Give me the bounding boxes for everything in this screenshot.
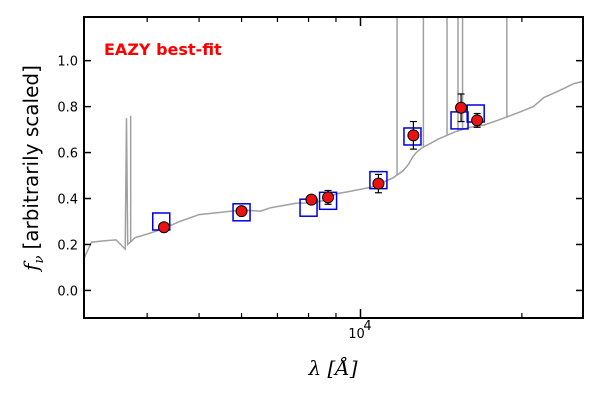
plot-layer <box>84 17 583 259</box>
x-tick-label-exponent: 4 <box>363 319 371 334</box>
y-axis-label-text: [arbitrarily scaled] <box>19 65 43 249</box>
observed-photometry-point <box>372 177 385 190</box>
model-photometry-box <box>403 127 422 146</box>
observed-photometry-point <box>471 114 484 127</box>
observed-photometry-point <box>407 129 420 142</box>
observed-photometry-point <box>455 101 468 114</box>
y-tick-label: 0.8 <box>57 101 78 116</box>
y-axis-label-subscript: ν <box>32 255 47 263</box>
model-photometry-box <box>232 203 251 222</box>
axes-layer: 0.0 0.2 0.4 0.6 0.8 1.0 104 <box>57 17 583 342</box>
x-axis-label: λ [Å] <box>307 355 357 380</box>
model-photometry-box <box>450 111 469 130</box>
y-tick-label: 1.0 <box>57 55 78 70</box>
y-tick-label: 0.2 <box>57 238 78 253</box>
svg-text:fν[arbitrarily scaled]: fν[arbitrarily scaled] <box>19 65 47 273</box>
x-tick-label: 10 <box>348 327 365 342</box>
fit-annotation: EAZY best-fit <box>104 40 222 59</box>
y-tick-label: 0.6 <box>57 147 78 162</box>
y-axis-label: fν[arbitrarily scaled] <box>19 65 47 273</box>
plot-frame <box>83 16 584 319</box>
template-spectrum-line <box>84 80 583 259</box>
y-tick-label: 0.4 <box>57 193 78 208</box>
observed-photometry-point <box>157 221 170 234</box>
observed-photometry-point <box>322 191 335 204</box>
y-tick-label: 0.0 <box>57 284 78 299</box>
observed-photometry-point <box>305 193 318 206</box>
observed-photometry-point <box>235 205 248 218</box>
